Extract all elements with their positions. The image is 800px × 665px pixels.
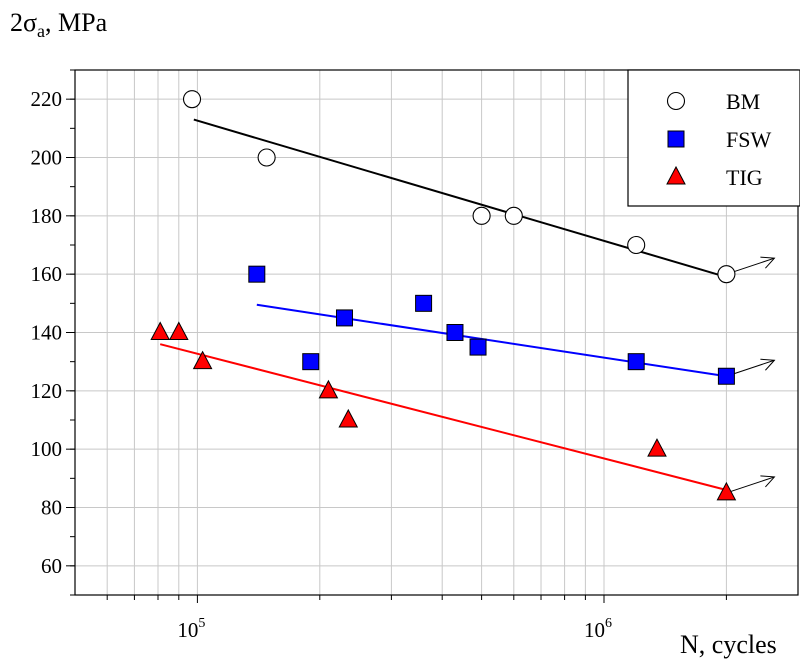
data-point-fsw xyxy=(248,265,266,283)
data-point-bm xyxy=(504,206,523,225)
fit-line-tig xyxy=(159,343,727,491)
y-tick-label: 160 xyxy=(31,262,63,286)
series-bm xyxy=(182,90,776,284)
y-tick-label: 120 xyxy=(31,379,63,403)
y-tick-label: 80 xyxy=(41,496,62,520)
y-tick-label: 140 xyxy=(31,321,63,345)
data-point-bm xyxy=(717,265,736,284)
y-axis-label-subscript: a xyxy=(37,21,46,42)
data-point-bm xyxy=(627,235,646,255)
data-point-fsw xyxy=(302,353,320,371)
data-point-tig xyxy=(647,438,667,457)
legend-marker-bm xyxy=(666,91,686,111)
legend-box xyxy=(627,69,800,207)
data-point-bm xyxy=(182,90,202,109)
data-point-tig xyxy=(192,350,213,370)
data-point-bm xyxy=(257,148,276,167)
runout-arrow-tig xyxy=(726,476,775,494)
runout-arrowhead-bm xyxy=(760,256,776,269)
data-point-tig xyxy=(168,321,189,340)
y-tick-label: 180 xyxy=(31,204,63,228)
data-point-fsw xyxy=(469,338,487,356)
data-point-fsw xyxy=(335,309,353,327)
y-tick-label: 220 xyxy=(31,87,63,111)
y-tick-label: 60 xyxy=(41,554,62,578)
x-tick-label-exponent: 5 xyxy=(198,616,205,631)
data-point-tig xyxy=(150,321,171,340)
legend-label-bm: BM xyxy=(726,89,760,114)
x-tick-label-exponent: 6 xyxy=(605,616,612,631)
data-point-fsw xyxy=(627,353,645,371)
x-tick-label: 105 xyxy=(177,616,205,642)
x-axis-label: N, cycles xyxy=(680,630,777,659)
data-point-fsw xyxy=(717,367,735,385)
data-point-tig xyxy=(318,379,339,399)
x-tick-label-base: 10 xyxy=(584,618,605,642)
fit-line-fsw xyxy=(256,303,727,378)
x-tick-label-base: 10 xyxy=(177,618,198,642)
y-tick-label: 200 xyxy=(31,146,63,170)
series-tig xyxy=(150,321,776,501)
legend-marker-fsw xyxy=(667,130,685,148)
data-point-fsw xyxy=(446,324,464,341)
series-fsw xyxy=(248,265,776,385)
runout-arrowhead-tig xyxy=(760,475,776,488)
data-point-bm xyxy=(472,206,491,225)
y-tick-label: 100 xyxy=(31,437,63,461)
data-point-tig xyxy=(716,481,737,501)
runout-arrowhead-fsw xyxy=(760,358,776,371)
legend: BM FSW TIG xyxy=(627,69,800,207)
data-point-fsw xyxy=(415,294,433,312)
y-axis-label: 2σa, MPa xyxy=(10,8,107,42)
legend-label-tig: TIG xyxy=(726,165,763,190)
y-axis-label-text: 2σa, MPa xyxy=(10,8,108,42)
legend-marker-tig xyxy=(666,165,686,185)
x-tick-label: 106 xyxy=(584,616,612,642)
data-point-tig xyxy=(338,408,359,428)
legend-label-fsw: FSW xyxy=(726,127,771,152)
